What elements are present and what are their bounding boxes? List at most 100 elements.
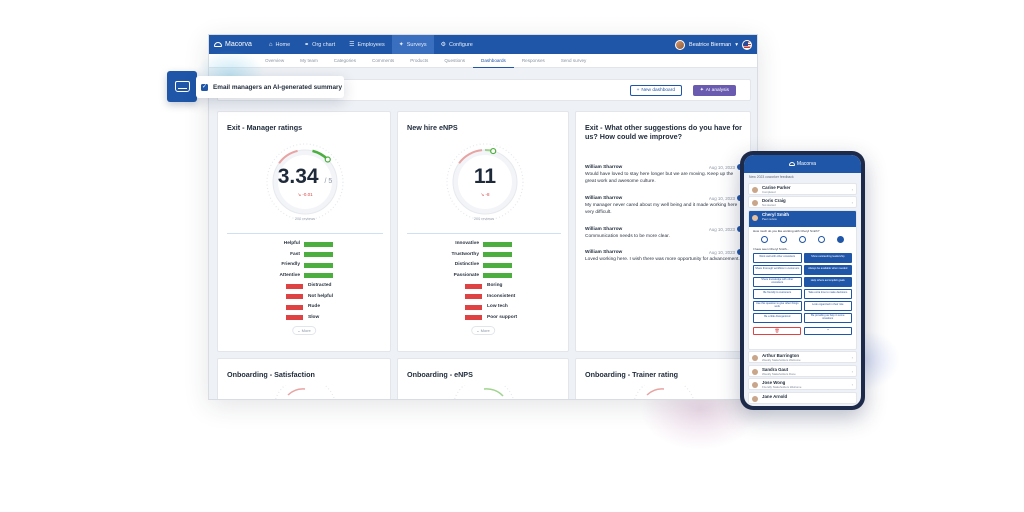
negative-bar — [286, 283, 303, 289]
more-button[interactable]: ⌄ More — [292, 326, 316, 335]
option-button[interactable]: Share knowledge with other coworkers — [753, 276, 802, 287]
brand-logo[interactable]: Macorva — [214, 41, 252, 48]
attribute-positive: Distinctive — [398, 261, 568, 272]
tab-overview[interactable]: Overview — [265, 58, 285, 63]
tab-comments[interactable]: Comments — [372, 58, 395, 63]
chevron-right-icon: › — [851, 368, 853, 374]
face-rating-icon[interactable] — [780, 235, 787, 243]
option-button[interactable]: Be a little disorganized — [753, 312, 802, 323]
nav-employees[interactable]: ☰ Employees — [349, 41, 385, 49]
divider — [227, 233, 383, 234]
tab-products[interactable]: Products — [410, 58, 429, 63]
tab-my-team[interactable]: My team — [300, 58, 318, 63]
surveys-icon: ✦ — [398, 42, 404, 48]
attribute-negative: Not helpful — [218, 293, 390, 304]
option-button[interactable]: Show outstanding leadership — [803, 252, 852, 263]
tab-questions[interactable]: Questions — [444, 58, 466, 63]
new-dashboard-button[interactable]: + New dashboard — [629, 85, 682, 96]
gauge-ring — [266, 143, 344, 221]
nav-org-chart[interactable]: ⚭ Org chart — [304, 41, 336, 49]
comment-author: William Sharrow — [585, 226, 623, 232]
tab-dashboards[interactable]: Dashboards — [473, 54, 514, 68]
review-count: 200 reviews — [473, 217, 495, 221]
survey-subnav: Overview My team Categories Comments Pro… — [209, 54, 757, 68]
option-button[interactable]: Use this question to give other things w… — [753, 300, 802, 311]
chevron-right-icon: › — [851, 382, 853, 387]
attribute-positive: Passionate — [398, 272, 568, 283]
plus-icon: + — [636, 88, 640, 93]
rating-faces — [749, 235, 856, 244]
onboarding-enps-card: Onboarding - eNPS — [397, 358, 569, 399]
option-button[interactable]: Help others accomplish goals — [803, 276, 852, 287]
face-rating-icon[interactable] — [837, 235, 844, 243]
card-title: Exit - Manager ratings — [227, 123, 303, 132]
gauge-ring-partial — [454, 385, 514, 399]
option-button[interactable]: Work well with other coworkers — [753, 252, 802, 263]
nav-configure[interactable]: ⚙ Configure — [440, 41, 473, 49]
person-list-item[interactable]: Jane Arnold — [748, 391, 857, 404]
home-icon: ⌂ — [268, 41, 273, 48]
expanded-person-header[interactable]: Cheryl Smith Peer review — [749, 210, 856, 227]
positive-bar — [304, 262, 333, 268]
negative-bar — [465, 294, 482, 299]
attribute-positive: Trustworthy — [398, 251, 568, 262]
person-list-item[interactable]: Doris Craig Not started › — [748, 196, 857, 208]
comment-item: William Sharrow Aug 10, 2023 Loved workin… — [585, 249, 743, 264]
card-title: New hire eNPS — [407, 123, 458, 132]
face-rating-icon[interactable] — [799, 235, 806, 243]
option-button[interactable]: Look organized in their role — [803, 300, 852, 311]
negative-bar — [465, 304, 482, 310]
nav-home[interactable]: ⌂ Home — [268, 41, 291, 48]
more-button[interactable]: ⌄ More — [471, 326, 495, 335]
gauge-value: 11 — [473, 165, 497, 188]
nav-surveys[interactable]: ✦ Surveys — [391, 35, 434, 54]
person-list-item[interactable]: Arthur Barrington Weekly Stakeholders Wel… — [748, 351, 857, 363]
tab-categories[interactable]: Categories — [333, 58, 356, 63]
person-list-item[interactable]: Sandra Gaut Weekly Stakeholders Done › — [748, 364, 857, 377]
review-count: 200 reviews — [294, 217, 316, 221]
option-button[interactable]: Share thorough workflow in customers — [753, 264, 802, 275]
expanded-feedback-card: Cheryl Smith Peer review How much do you … — [748, 209, 857, 350]
sparkle-icon: ✦ — [699, 88, 704, 93]
phone-subtitle: New 2023 coworker feedback — [749, 175, 794, 179]
trash-icon: 🗑 — [774, 328, 780, 333]
positive-bar — [304, 273, 333, 278]
card-title: Onboarding - Trainer rating — [585, 370, 679, 379]
phone-screen: Macorva New 2023 coworker feedback Carin… — [744, 155, 861, 406]
dashboard-toolbar: + New dashboard ✦ AI analysis — [217, 79, 751, 101]
tab-send-survey[interactable]: Send survey — [560, 58, 587, 63]
option-button[interactable]: Always be available when needed — [803, 264, 852, 275]
tab-responses[interactable]: Responses — [521, 58, 545, 63]
attribute-negative: Rude — [218, 303, 390, 314]
gauge-ring-partial — [275, 385, 335, 399]
email-summary-toggle[interactable]: ✓ Email managers an AI-generated summary — [196, 76, 344, 98]
language-flag-icon[interactable] — [742, 39, 752, 50]
option-button[interactable]: Be friendly to customers — [753, 288, 802, 299]
option-button[interactable]: Take extra time to make decisions — [803, 288, 852, 299]
user-avatar — [675, 39, 686, 50]
positive-bar — [304, 252, 333, 257]
rating-gauge: 3.34 / 5 ↘ -0.01 — [260, 137, 350, 227]
checkbox[interactable]: ✓ — [201, 83, 208, 91]
face-rating-icon[interactable] — [761, 235, 768, 243]
attribute-positive: Fast — [218, 251, 390, 262]
attribute-positive: Friendly — [218, 261, 390, 272]
user-menu[interactable]: Beatrice Bierman ▾ — [675, 39, 752, 50]
collapse-button[interactable]: ⌃ — [804, 326, 852, 335]
comment-author: William Sharrow — [585, 195, 623, 201]
onboarding-satisfaction-card: Onboarding - Satisfaction — [217, 358, 391, 399]
option-button[interactable]: Be providing as help in some situations — [803, 312, 852, 323]
face-rating-icon[interactable] — [818, 235, 825, 243]
comment-text: Would have loved to stay here longer but… — [585, 172, 734, 184]
comment-author: William Sharrow — [585, 164, 623, 170]
ai-analysis-button[interactable]: ✦ AI analysis — [692, 85, 736, 96]
person-list-item[interactable]: Jose Wong Friendly Stakeholders Welcome › — [748, 378, 857, 390]
new-hire-enps-card: New hire eNPS 11 ↘ -8 200 reviews Innova… — [397, 111, 569, 352]
comment-text: My manager never cared about my well bei… — [585, 203, 738, 215]
comment-date: Aug 10, 2023 — [709, 195, 743, 201]
gauge-ring — [446, 143, 524, 221]
avatar — [752, 395, 758, 402]
person-list-item[interactable]: Carine Parker Completed › — [748, 182, 857, 195]
delete-button[interactable]: 🗑 — [753, 326, 801, 335]
option-grid: Work well with other coworkers Show outs… — [749, 252, 856, 324]
